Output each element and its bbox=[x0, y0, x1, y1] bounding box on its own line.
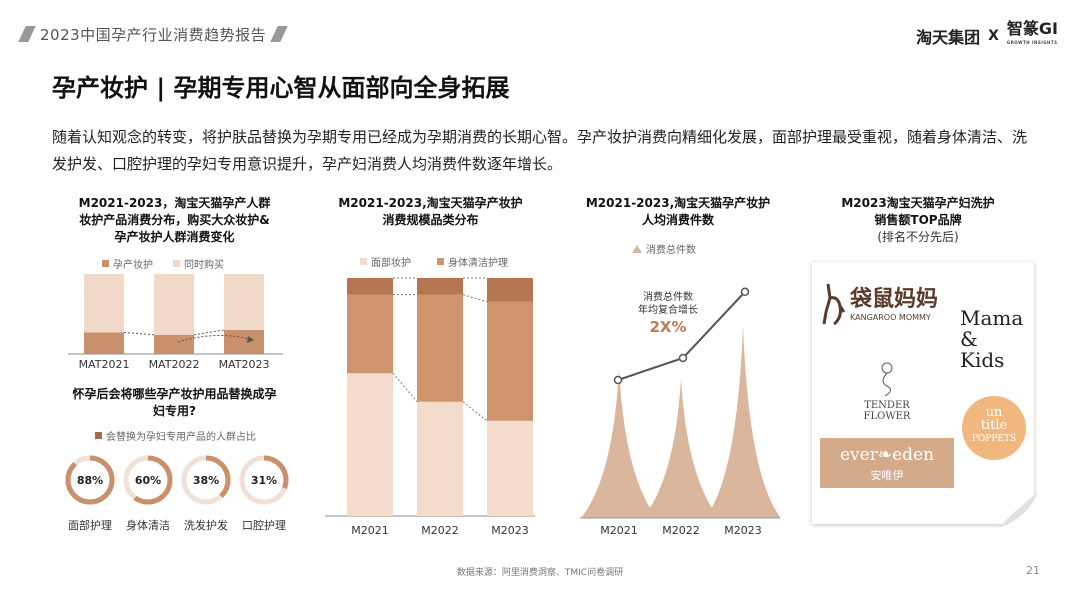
slash-decoration bbox=[270, 26, 288, 42]
panel1-title: M2021-2023，淘宝天猫孕产人群 妆护产品消费分布，购买大众妆护& 孕产妆… bbox=[78, 196, 271, 244]
panel2-title: M2021-2023,淘宝天猫孕产妆护 消费规模品类分布 bbox=[338, 196, 523, 227]
arrow-head-icon bbox=[247, 336, 254, 343]
x-tick-label: M2023 bbox=[724, 524, 762, 537]
legend-swatch bbox=[173, 260, 180, 267]
evereden-logo: ever❧eden 安唯伊 bbox=[820, 438, 954, 488]
legend-swatch bbox=[95, 432, 102, 439]
x-tick-label: MAT2023 bbox=[219, 358, 270, 370]
connector-line bbox=[123, 331, 155, 336]
mama-kids-logo: Mama & Kids bbox=[960, 306, 1024, 372]
logo-zhizhuan: 智篆GI GROWTH INSIGHTS bbox=[1006, 19, 1058, 46]
ring-label: 身体清洁 bbox=[126, 519, 170, 532]
ring-value: 88% bbox=[77, 474, 103, 487]
ring-progress bbox=[123, 455, 173, 505]
bar-segment-yunchan bbox=[154, 334, 194, 354]
ring-label: 口腔护理 bbox=[242, 519, 286, 532]
ring-label: 面部护理 bbox=[68, 519, 112, 532]
tender-flower-logo: TENDER FLOWER bbox=[842, 360, 932, 422]
slash-decoration bbox=[18, 26, 36, 42]
ring-value: 31% bbox=[251, 474, 277, 487]
logo-x: X bbox=[988, 28, 999, 44]
bar-segment-tongshi bbox=[154, 274, 194, 335]
peak-shape bbox=[705, 326, 780, 518]
x-tick-label: M2021 bbox=[600, 524, 638, 537]
ring-value: 60% bbox=[135, 474, 161, 487]
ring-value: 38% bbox=[193, 474, 219, 487]
bar-segment bbox=[487, 420, 533, 516]
growth-annotation: 消费总件数 年均复合增长 2X% bbox=[628, 291, 708, 337]
ring-labels: 面部护理 身体清洁 洗发护发 口腔护理 bbox=[62, 517, 292, 533]
page-curl-decoration bbox=[998, 492, 1038, 528]
line-point bbox=[613, 375, 623, 385]
legend-swatch bbox=[437, 258, 444, 265]
connector-line bbox=[462, 294, 488, 303]
growth-rate: 2X% bbox=[649, 318, 687, 336]
x-tick-label: M2023 bbox=[491, 524, 529, 537]
x-tick-label: M2022 bbox=[421, 524, 459, 537]
connector-line bbox=[193, 329, 225, 336]
panel3-title: M2021-2023,淘宝天猫孕产妆护 人均消费件数 bbox=[585, 196, 771, 227]
kangaroo-mommy-logo: 袋鼠妈妈 KANGAROO MOMMY bbox=[820, 282, 938, 326]
panel1-question: 怀孕后会将哪些孕产妆护用品替换成孕 妇专用? bbox=[72, 387, 277, 418]
panel1-ring-legend: 会替换为孕妇专用产品的人群占比 bbox=[95, 428, 256, 443]
panel2-legend: 面部妆护 身体清洁护理 bbox=[360, 254, 508, 269]
page-title: 孕产妆护 | 孕期专用心智从面部向全身拓展 bbox=[52, 74, 510, 102]
bar-segment-tongshi bbox=[224, 274, 264, 330]
connector-line bbox=[392, 372, 418, 403]
panel1-ring-charts: 88% 60% 38% 31% bbox=[65, 455, 289, 505]
untitle-poppets-logo: un title POPPETS bbox=[962, 396, 1026, 460]
page-number: 21 bbox=[1026, 564, 1040, 577]
bar-segment-yunchan bbox=[84, 332, 124, 354]
kangaroo-icon bbox=[822, 283, 846, 326]
trend-arrow bbox=[177, 334, 254, 343]
line-point bbox=[678, 353, 688, 363]
panel2-stacked-bar-chart: M2021 M2022 M2023 bbox=[325, 277, 535, 537]
bar-segment bbox=[417, 294, 463, 402]
bar-segment-yunchan bbox=[224, 330, 264, 354]
panel1-bar-chart: MAT2021 MAT2022 MAT2023 bbox=[68, 274, 283, 370]
ring-progress bbox=[181, 455, 231, 505]
x-tick-label: MAT2022 bbox=[149, 358, 200, 370]
report-title: 2023中国孕产行业消费趋势报告 bbox=[40, 25, 267, 44]
bar-segment bbox=[487, 301, 533, 421]
x-tick-label: M2021 bbox=[351, 524, 389, 537]
bar-segment bbox=[347, 373, 393, 516]
panel4-title: M2023淘宝天猫孕产妇洗护 销售额TOP品牌 (排名不分先后) bbox=[841, 196, 995, 244]
flower-figure-icon bbox=[881, 362, 893, 397]
data-source: 数据来源：阿里消费洞察、TMIC问卷调研 bbox=[456, 568, 624, 578]
peak-shape bbox=[581, 369, 657, 518]
legend-swatch bbox=[102, 260, 109, 267]
ring-progress bbox=[65, 455, 115, 505]
brand-logo: 淘天集团 X 智篆GI GROWTH INSIGHTS bbox=[916, 19, 1058, 50]
ring-progress bbox=[239, 455, 289, 505]
line-point bbox=[740, 287, 750, 297]
x-tick-label: M2022 bbox=[662, 524, 700, 537]
description-text: 随着认知观念的转变，将护肤品替换为孕期专用已经成为孕期消费的长期心智。孕产妆护消… bbox=[52, 128, 1028, 173]
ring-label: 洗发护发 bbox=[184, 519, 228, 532]
peak-shape bbox=[643, 378, 719, 518]
bar-segment bbox=[347, 278, 393, 295]
panel3-legend: 消费总件数 bbox=[632, 241, 696, 256]
legend-triangle-icon bbox=[632, 244, 642, 253]
connector-line bbox=[462, 401, 488, 422]
bar-segment bbox=[417, 401, 463, 516]
panel3-line-chart: M2021 M2022 M2023 bbox=[580, 287, 780, 537]
bar-segment bbox=[347, 294, 393, 374]
brand-card: 袋鼠妈妈 KANGAROO MOMMY Mama & Kids TENDER F… bbox=[812, 262, 1038, 528]
logo-taotian: 淘天集团 bbox=[916, 28, 981, 47]
report-header: 2023中国孕产行业消费趋势报告 bbox=[18, 22, 288, 46]
bar-segment bbox=[417, 278, 463, 295]
bar-segment-tongshi bbox=[84, 274, 124, 333]
panel1-legend: 孕产妆护 同时购买 bbox=[102, 256, 224, 271]
bar-segment bbox=[487, 278, 533, 302]
x-tick-label: MAT2021 bbox=[79, 358, 130, 370]
legend-swatch bbox=[360, 258, 367, 265]
